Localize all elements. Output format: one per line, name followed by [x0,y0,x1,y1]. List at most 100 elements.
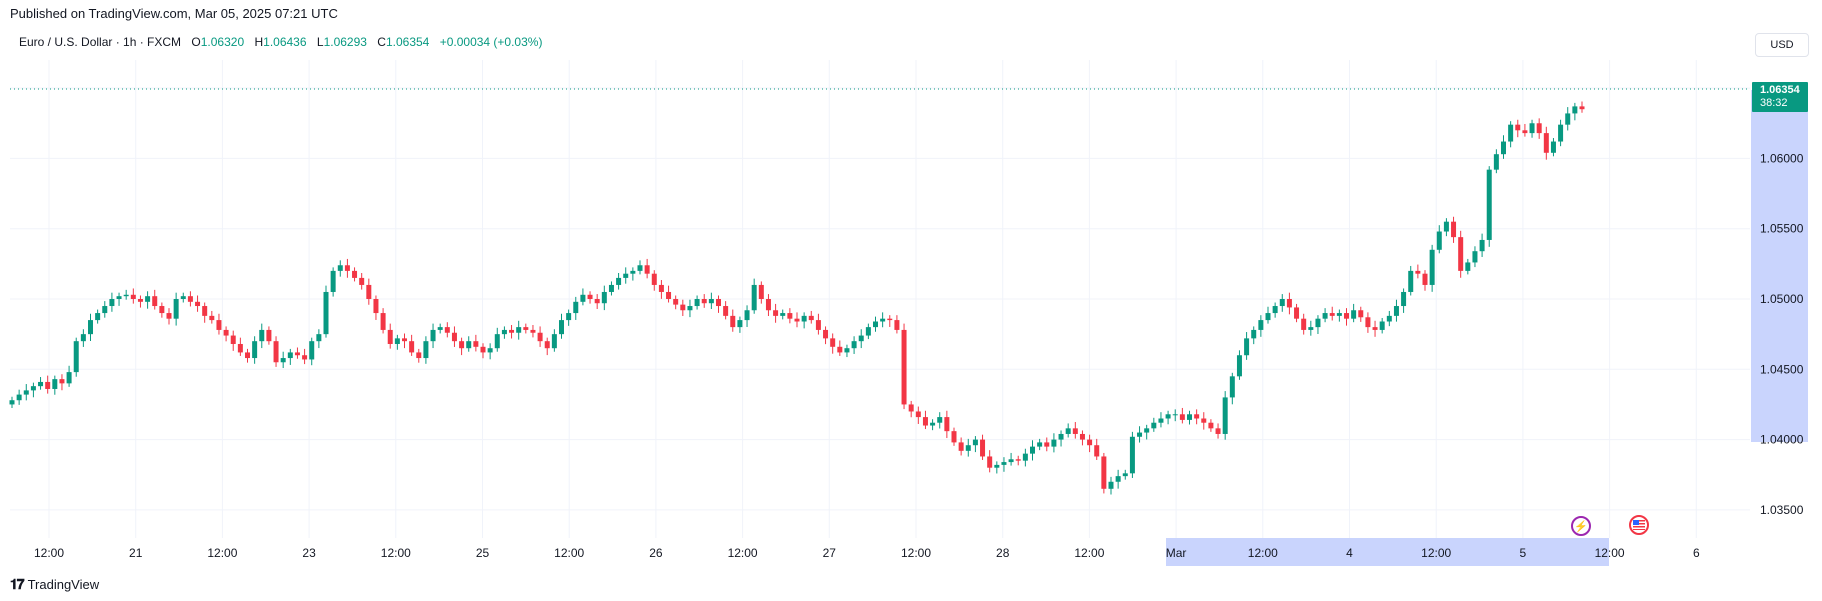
candle-body [516,327,522,333]
time-tick-label: 12:00 [728,546,758,560]
published-header: Published on TradingView.com, Mar 05, 20… [10,6,338,21]
candles [9,101,1585,495]
candle-body [494,334,500,349]
candle-body [137,299,143,302]
candle-body [38,381,44,387]
candle-body [409,341,415,353]
candle-body [173,299,179,319]
lightning-bolt-icon[interactable]: ⚡ [1571,516,1591,536]
tradingview-brand[interactable]: 𝟏𝟕 TradingView [10,576,99,593]
candle-body [601,291,607,304]
time-tick-label: 5 [1520,546,1527,560]
candle-body [1094,445,1100,457]
candle-body [1037,442,1043,447]
last-price-value: 1.06354 [1760,84,1800,96]
candle-body [337,265,343,271]
candle-body [323,291,329,335]
candle-body [1187,414,1192,420]
candle-body [951,431,957,443]
price-tick-label: 1.04000 [1760,433,1804,447]
candle-body [202,306,208,316]
candle-body [730,315,736,328]
candle-body [880,318,886,322]
candle-body [1550,141,1556,153]
candle-body [1558,124,1564,142]
time-tick-label: 12:00 [1074,546,1104,560]
price-tick-label: 1.03500 [1760,503,1804,517]
candle-body [1543,133,1549,153]
candle-body [658,284,664,292]
candle-body [1493,154,1499,170]
candle-body [1379,321,1385,330]
candle-body [1137,432,1143,437]
candle-body [1151,422,1157,429]
candle-body [1265,313,1271,321]
candle-body [608,284,614,292]
currency-selector[interactable]: USD [1755,33,1809,57]
candle-body [159,306,165,314]
candle-body [180,296,186,299]
time-tick-label: 23 [302,546,316,560]
candle-body [230,335,236,344]
last-price-tag: 1.06354 38:32 [1752,82,1808,112]
candle-body [837,346,843,353]
candle-body [908,404,914,412]
candle-body [30,386,36,391]
candle-body [566,313,572,321]
candle-body [523,327,529,330]
candle-body [1301,318,1307,330]
candle-body [130,294,136,299]
low-label: L [316,35,324,49]
candle-body [930,422,936,426]
candle-body [1458,237,1464,271]
candle-body [1022,453,1028,461]
candle-body [1579,106,1585,110]
candle-body [651,273,657,285]
candle-body [1479,239,1485,252]
candle-body [851,341,857,349]
candle-body [680,304,686,311]
candle-body [944,417,950,432]
candle-body [922,417,928,426]
candle-body [444,327,450,333]
candle-body [972,439,978,446]
candle-body [1429,249,1435,285]
candle-body [801,315,807,322]
candle-body [901,329,907,405]
candle-body [95,313,101,321]
candle-body [744,310,750,321]
candle-body [1194,414,1200,419]
time-tick-label: 25 [476,546,490,560]
candle-body [1386,315,1392,322]
candle-body [1158,418,1164,423]
candle-body [294,352,300,356]
candle-body [480,346,486,353]
candle-body [1008,459,1014,463]
candle-body [551,334,557,349]
candle-body [1515,124,1521,131]
candle-body [994,464,1000,468]
candle-body [1072,428,1078,434]
price-axis: 1.065001.060001.055001.050001.045001.040… [1760,81,1804,517]
candle-body [1336,313,1342,316]
candle-body [123,294,129,297]
candle-body [59,379,65,384]
candle-body [466,341,472,349]
candle-body [394,338,400,344]
candle-body [1315,318,1321,328]
candle-body [1108,481,1114,489]
candle-body [1244,338,1250,356]
candle-body [273,341,279,363]
candle-body [673,299,679,305]
candle-body [88,320,93,335]
candle-body [1051,439,1057,447]
candle-body [45,381,51,389]
candle-body [1001,462,1007,465]
candle-body [780,313,786,316]
symbol-name[interactable]: Euro / U.S. Dollar · 1h · FXCM [19,35,182,49]
candle-body [873,321,878,328]
candle-body [1344,313,1349,319]
us-flag-icon[interactable] [1629,515,1649,535]
candle-body [594,299,600,304]
